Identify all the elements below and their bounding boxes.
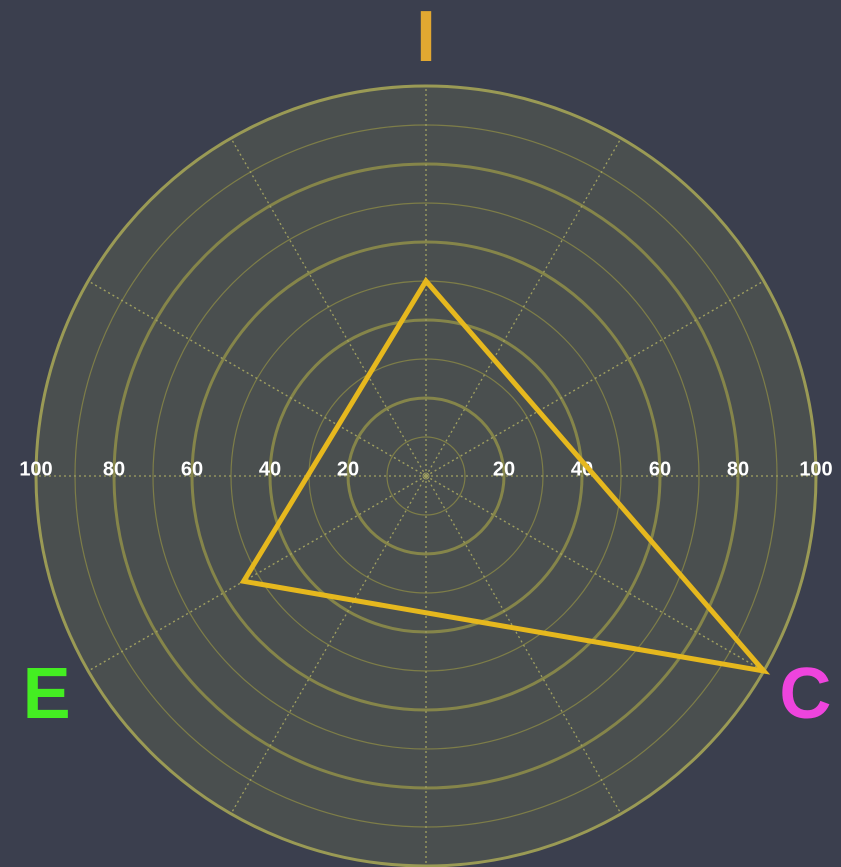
spoke <box>230 137 427 477</box>
spoke <box>425 137 622 477</box>
r-tick-label: 20 <box>337 458 359 480</box>
axis-label: C <box>779 654 831 734</box>
spoke <box>87 280 427 477</box>
grid-ring <box>346 396 506 556</box>
r-tick-label: 80 <box>103 458 125 480</box>
r-tick-label: 80 <box>727 458 749 480</box>
minor-ring <box>386 436 466 516</box>
spoke <box>87 475 427 672</box>
minor-ring <box>152 202 700 750</box>
r-tick-label: 100 <box>799 458 832 480</box>
r-tick-label: 60 <box>649 458 671 480</box>
spoke <box>230 475 427 815</box>
spoke <box>425 475 622 815</box>
r-tick-label: 20 <box>493 458 515 480</box>
r-tick-label: 40 <box>259 458 281 480</box>
series-polygon <box>239 276 771 675</box>
grid-ring <box>190 240 662 712</box>
spoke <box>425 475 765 672</box>
axis-label: E <box>23 654 71 734</box>
grid-ring <box>34 84 818 867</box>
spoke <box>425 280 765 477</box>
axis-label: I <box>416 0 436 77</box>
r-tick-label: 60 <box>181 458 203 480</box>
center-dot <box>422 472 430 480</box>
r-tick-label: 100 <box>19 458 52 480</box>
